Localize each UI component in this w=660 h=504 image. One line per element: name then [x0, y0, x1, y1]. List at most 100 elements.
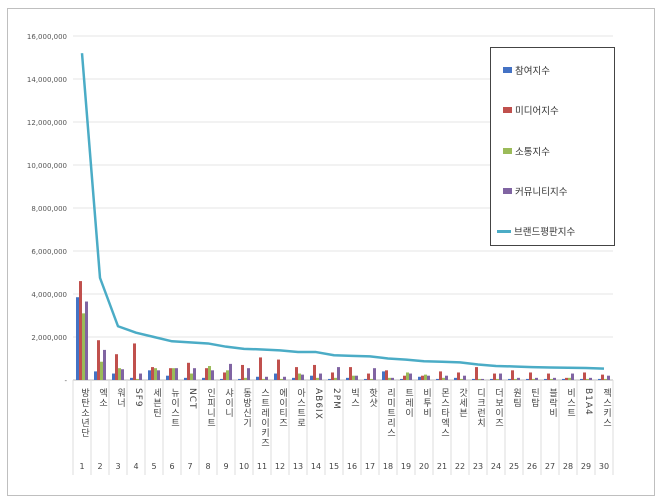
- bar-1: [418, 376, 421, 380]
- bar-4: [535, 377, 538, 380]
- bar-4: [373, 368, 376, 380]
- legend-item: 참여지수: [503, 63, 550, 77]
- bar-4: [103, 349, 106, 380]
- bar-2: [565, 377, 568, 380]
- category-label: 갓세븐: [457, 388, 467, 418]
- bar-1: [328, 378, 331, 380]
- category-label: 블락비: [547, 388, 557, 418]
- category-label: 디크런치: [475, 388, 485, 428]
- bar-2: [259, 357, 262, 380]
- rank-label: 16: [347, 462, 357, 471]
- bar-2: [313, 364, 316, 380]
- bar-2: [439, 371, 442, 380]
- y-tick-label: 6,000,000: [31, 248, 67, 256]
- bar-2: [133, 343, 136, 380]
- rank-label: 30: [599, 462, 609, 471]
- bar-4: [589, 377, 592, 380]
- bar-3: [586, 378, 589, 380]
- y-tick-label: -: [64, 377, 67, 385]
- legend-label: 참여지수: [515, 66, 550, 77]
- legend-label: 소통지수: [515, 147, 550, 158]
- bar-1: [94, 371, 97, 380]
- bar-1: [598, 378, 601, 380]
- bar-4: [445, 375, 448, 380]
- rank-label: 24: [491, 462, 501, 471]
- y-tick-label: 14,000,000: [27, 76, 67, 84]
- bar-2: [205, 368, 208, 380]
- bar-4: [391, 377, 394, 380]
- category-label: 비스트: [565, 388, 575, 418]
- category-label: 비투비: [421, 388, 431, 418]
- bar-4: [337, 367, 340, 380]
- chart-frame: [7, 8, 655, 496]
- bar-1: [382, 371, 385, 380]
- legend-swatch: [503, 148, 512, 154]
- bar-1: [526, 378, 529, 380]
- category-label: 핫샷: [367, 388, 377, 408]
- bar-4: [283, 376, 286, 380]
- legend-item: 소통지수: [503, 144, 550, 158]
- bar-4: [607, 375, 610, 380]
- bar-1: [166, 375, 169, 380]
- bar-3: [604, 378, 607, 380]
- bar-3: [100, 361, 103, 380]
- legend-swatch: [503, 67, 512, 73]
- bar-3: [136, 378, 139, 380]
- rank-label: 12: [275, 462, 285, 471]
- bar-3: [280, 378, 283, 380]
- bar-3: [568, 377, 571, 380]
- y-tick-label: 2,000,000: [31, 334, 67, 342]
- bar-4: [463, 375, 466, 380]
- bar-3: [532, 378, 535, 380]
- category-label: AB6IX: [313, 388, 323, 420]
- bar-3: [226, 370, 229, 380]
- bar-1: [346, 377, 349, 380]
- bar-4: [193, 368, 196, 380]
- legend: 참여지수 미디어지수 소통지수 커뮤니티지수 브랜드평판지수: [490, 47, 615, 246]
- bar-2: [511, 370, 514, 380]
- bar-3: [334, 377, 337, 380]
- bar-3: [244, 377, 247, 380]
- bar-2: [295, 367, 298, 380]
- bar-4: [139, 373, 142, 380]
- category-label: 인피니트: [205, 388, 215, 428]
- bar-4: [481, 378, 484, 380]
- bar-1: [436, 378, 439, 380]
- bar-3: [262, 378, 265, 380]
- category-label: 동방신기: [241, 388, 251, 428]
- bar-3: [298, 373, 301, 380]
- category-label: 젝스키스: [601, 388, 611, 428]
- legend-label: 미디어지수: [515, 106, 559, 117]
- bar-1: [490, 378, 493, 380]
- bar-1: [202, 377, 205, 380]
- bar-4: [499, 373, 502, 380]
- legend-label: 브랜드평판지수: [514, 227, 576, 238]
- bar-1: [562, 378, 565, 380]
- rank-label: 17: [365, 462, 375, 471]
- bar-2: [403, 375, 406, 380]
- rank-label: 11: [257, 462, 267, 471]
- bar-1: [130, 377, 133, 380]
- legend-item: 미디어지수: [503, 103, 559, 117]
- bar-2: [583, 372, 586, 380]
- rank-label: 28: [563, 462, 573, 471]
- bar-2: [223, 372, 226, 380]
- bar-4: [157, 370, 160, 380]
- bar-4: [517, 377, 520, 380]
- bar-3: [514, 378, 517, 380]
- category-label: 샤이니: [223, 388, 233, 418]
- bar-1: [310, 375, 313, 380]
- rank-label: 5: [151, 462, 156, 471]
- category-label: 아스트로: [295, 388, 305, 428]
- bar-4: [229, 363, 232, 380]
- category-label: 더보이즈: [493, 388, 503, 428]
- bar-2: [385, 370, 388, 380]
- bar-3: [424, 374, 427, 380]
- rank-label: 9: [223, 462, 228, 471]
- bar-1: [544, 378, 547, 380]
- y-tick-label: 4,000,000: [31, 291, 67, 299]
- bar-3: [550, 378, 553, 380]
- bar-1: [274, 373, 277, 380]
